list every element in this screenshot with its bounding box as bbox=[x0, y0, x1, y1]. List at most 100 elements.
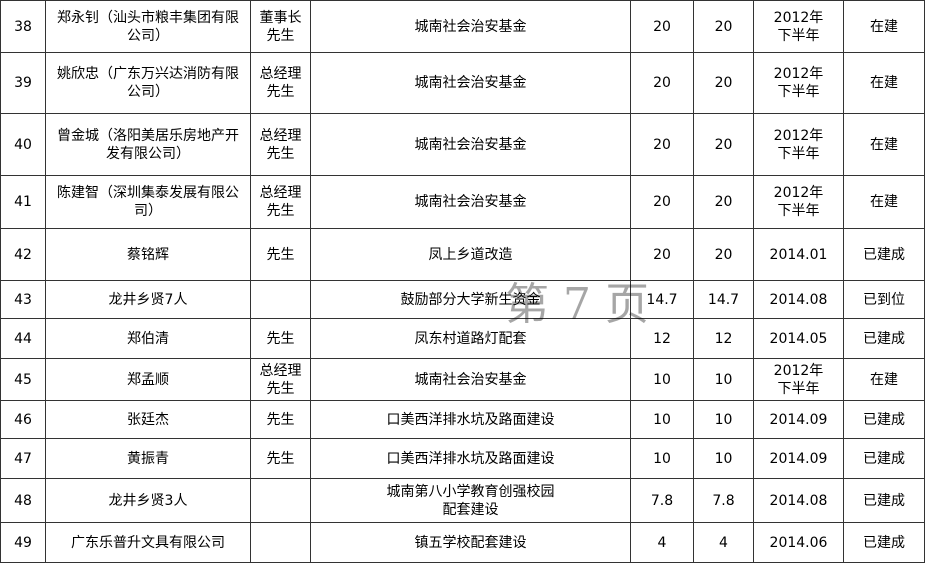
title: 先生 bbox=[250, 400, 311, 439]
date: 2014.08 bbox=[753, 478, 844, 523]
amount-pledged: 4 bbox=[630, 522, 694, 563]
amount-received: 20 bbox=[693, 113, 754, 176]
date: 2014.08 bbox=[753, 280, 844, 319]
title: 先生 bbox=[250, 318, 311, 359]
title: 总经理先生 bbox=[250, 175, 311, 229]
date-text: 2012年下半年 bbox=[773, 185, 824, 219]
project: 镇五学校配套建设 bbox=[310, 522, 631, 563]
row-number: 48 bbox=[0, 478, 46, 523]
row-number: 46 bbox=[0, 400, 46, 439]
donor: 郑永钊（汕头市粮丰集团有限公司） bbox=[45, 0, 251, 53]
table-row: 38 郑永钊（汕头市粮丰集团有限公司） 董事长先生 城南社会治安基金 20 20 2012年… bbox=[0, 0, 925, 53]
row-number: 41 bbox=[0, 175, 46, 229]
table-row: 48 龙井乡贤3人 城南第八小学教育创强校园 配套建设 7.8 7.8 2014.08 已建… bbox=[0, 478, 925, 523]
row-number: 42 bbox=[0, 228, 46, 281]
amount-pledged: 10 bbox=[630, 358, 694, 401]
donor: 郑伯清 bbox=[45, 318, 251, 359]
title bbox=[250, 522, 311, 563]
date: 2012年下半年 bbox=[753, 0, 844, 53]
row-number: 44 bbox=[0, 318, 46, 359]
project: 城南社会治安基金 bbox=[310, 358, 631, 401]
date: 2014.06 bbox=[753, 522, 844, 563]
amount-pledged: 10 bbox=[630, 438, 694, 479]
date: 2012年下半年 bbox=[753, 175, 844, 229]
table-row: 49 广东乐普升文具有限公司 镇五学校配套建设 4 4 2014.06 已建成 bbox=[0, 522, 925, 563]
project: 城南社会治安基金 bbox=[310, 113, 631, 176]
amount-pledged: 10 bbox=[630, 400, 694, 439]
title: 董事长先生 bbox=[250, 0, 311, 53]
date-text: 2014.09 bbox=[769, 411, 828, 428]
project: 城南社会治安基金 bbox=[310, 175, 631, 229]
project: 城南第八小学教育创强校园 配套建设 bbox=[310, 478, 631, 523]
project: 口美西洋排水坑及路面建设 bbox=[310, 438, 631, 479]
amount-pledged: 20 bbox=[630, 113, 694, 176]
amount-received: 12 bbox=[693, 318, 754, 359]
table-row: 47 黄振青 先生 口美西洋排水坑及路面建设 10 10 2014.09 已建成 bbox=[0, 438, 925, 479]
table-row: 43 龙井乡贤7人 鼓励部分大学新生资金 14.7 14.7 2014.08 已到位 bbox=[0, 280, 925, 319]
donor: 姚欣忠（广东万兴达消防有限公司） bbox=[45, 52, 251, 114]
date-text: 2014.09 bbox=[769, 450, 828, 467]
date-text: 2012年下半年 bbox=[773, 362, 824, 397]
amount-received: 20 bbox=[693, 228, 754, 281]
title-text: 总经理先生 bbox=[259, 66, 302, 100]
project: 城南社会治安基金 bbox=[310, 0, 631, 53]
table-row: 45 郑孟顺 总经理先生 城南社会治安基金 10 10 2012年下半年 在建 bbox=[0, 358, 925, 401]
donor: 郑孟顺 bbox=[45, 358, 251, 401]
donor: 黄振青 bbox=[45, 438, 251, 479]
table-row: 42 蔡铭辉 先生 凤上乡道改造 20 20 2014.01 已建成 bbox=[0, 228, 925, 281]
amount-received: 4 bbox=[693, 522, 754, 563]
status: 在建 bbox=[843, 358, 925, 401]
row-number: 49 bbox=[0, 522, 46, 563]
title-text: 先生 bbox=[266, 411, 295, 428]
project: 口美西洋排水坑及路面建设 bbox=[310, 400, 631, 439]
date-text: 2014.01 bbox=[769, 246, 828, 263]
title bbox=[250, 478, 311, 523]
table-row: 46 张廷杰 先生 口美西洋排水坑及路面建设 10 10 2014.09 已建成 bbox=[0, 400, 925, 439]
donor: 广东乐普升文具有限公司 bbox=[45, 522, 251, 563]
status: 已建成 bbox=[843, 478, 925, 523]
date: 2012年下半年 bbox=[753, 358, 844, 401]
status: 已建成 bbox=[843, 522, 925, 563]
amount-received: 20 bbox=[693, 0, 754, 53]
title-text: 先生 bbox=[266, 450, 295, 467]
status: 在建 bbox=[843, 52, 925, 114]
donor: 蔡铭辉 bbox=[45, 228, 251, 281]
status: 已建成 bbox=[843, 228, 925, 281]
table-row: 39 姚欣忠（广东万兴达消防有限公司） 总经理先生 城南社会治安基金 20 20 2012年… bbox=[0, 52, 925, 114]
amount-pledged: 12 bbox=[630, 318, 694, 359]
title-text: 总经理先生 bbox=[259, 362, 302, 397]
status: 已建成 bbox=[843, 438, 925, 479]
status: 在建 bbox=[843, 113, 925, 176]
amount-received: 7.8 bbox=[693, 478, 754, 523]
date: 2014.09 bbox=[753, 438, 844, 479]
project: 城南社会治安基金 bbox=[310, 52, 631, 114]
title-text: 董事长先生 bbox=[259, 9, 302, 44]
table-row: 40 曾金城（洛阳美居乐房地产开发有限公司） 总经理先生 城南社会治安基金 20 20 20… bbox=[0, 113, 925, 176]
date-text: 2014.08 bbox=[769, 291, 828, 308]
row-number: 40 bbox=[0, 113, 46, 176]
table-row: 44 郑伯清 先生 凤东村道路灯配套 12 12 2014.05 已建成 bbox=[0, 318, 925, 359]
title-text: 先生 bbox=[266, 246, 295, 263]
date-text: 2014.06 bbox=[769, 534, 828, 551]
table-row: 41 陈建智（深圳集泰发展有限公司） 总经理先生 城南社会治安基金 20 20 2012年下… bbox=[0, 175, 925, 229]
donor: 龙井乡贤3人 bbox=[45, 478, 251, 523]
amount-received: 20 bbox=[693, 175, 754, 229]
amount-pledged: 20 bbox=[630, 52, 694, 114]
title: 总经理先生 bbox=[250, 52, 311, 114]
amount-received: 20 bbox=[693, 52, 754, 114]
amount-pledged: 20 bbox=[630, 175, 694, 229]
donor: 陈建智（深圳集泰发展有限公司） bbox=[45, 175, 251, 229]
amount-pledged: 20 bbox=[630, 0, 694, 53]
title-text: 总经理先生 bbox=[259, 185, 302, 219]
date: 2014.09 bbox=[753, 400, 844, 439]
amount-pledged: 7.8 bbox=[630, 478, 694, 523]
amount-received: 14.7 bbox=[693, 280, 754, 319]
status: 已建成 bbox=[843, 318, 925, 359]
amount-pledged: 20 bbox=[630, 228, 694, 281]
date-text: 2012年下半年 bbox=[773, 127, 824, 162]
status: 在建 bbox=[843, 175, 925, 229]
date-text: 2014.08 bbox=[769, 492, 828, 509]
